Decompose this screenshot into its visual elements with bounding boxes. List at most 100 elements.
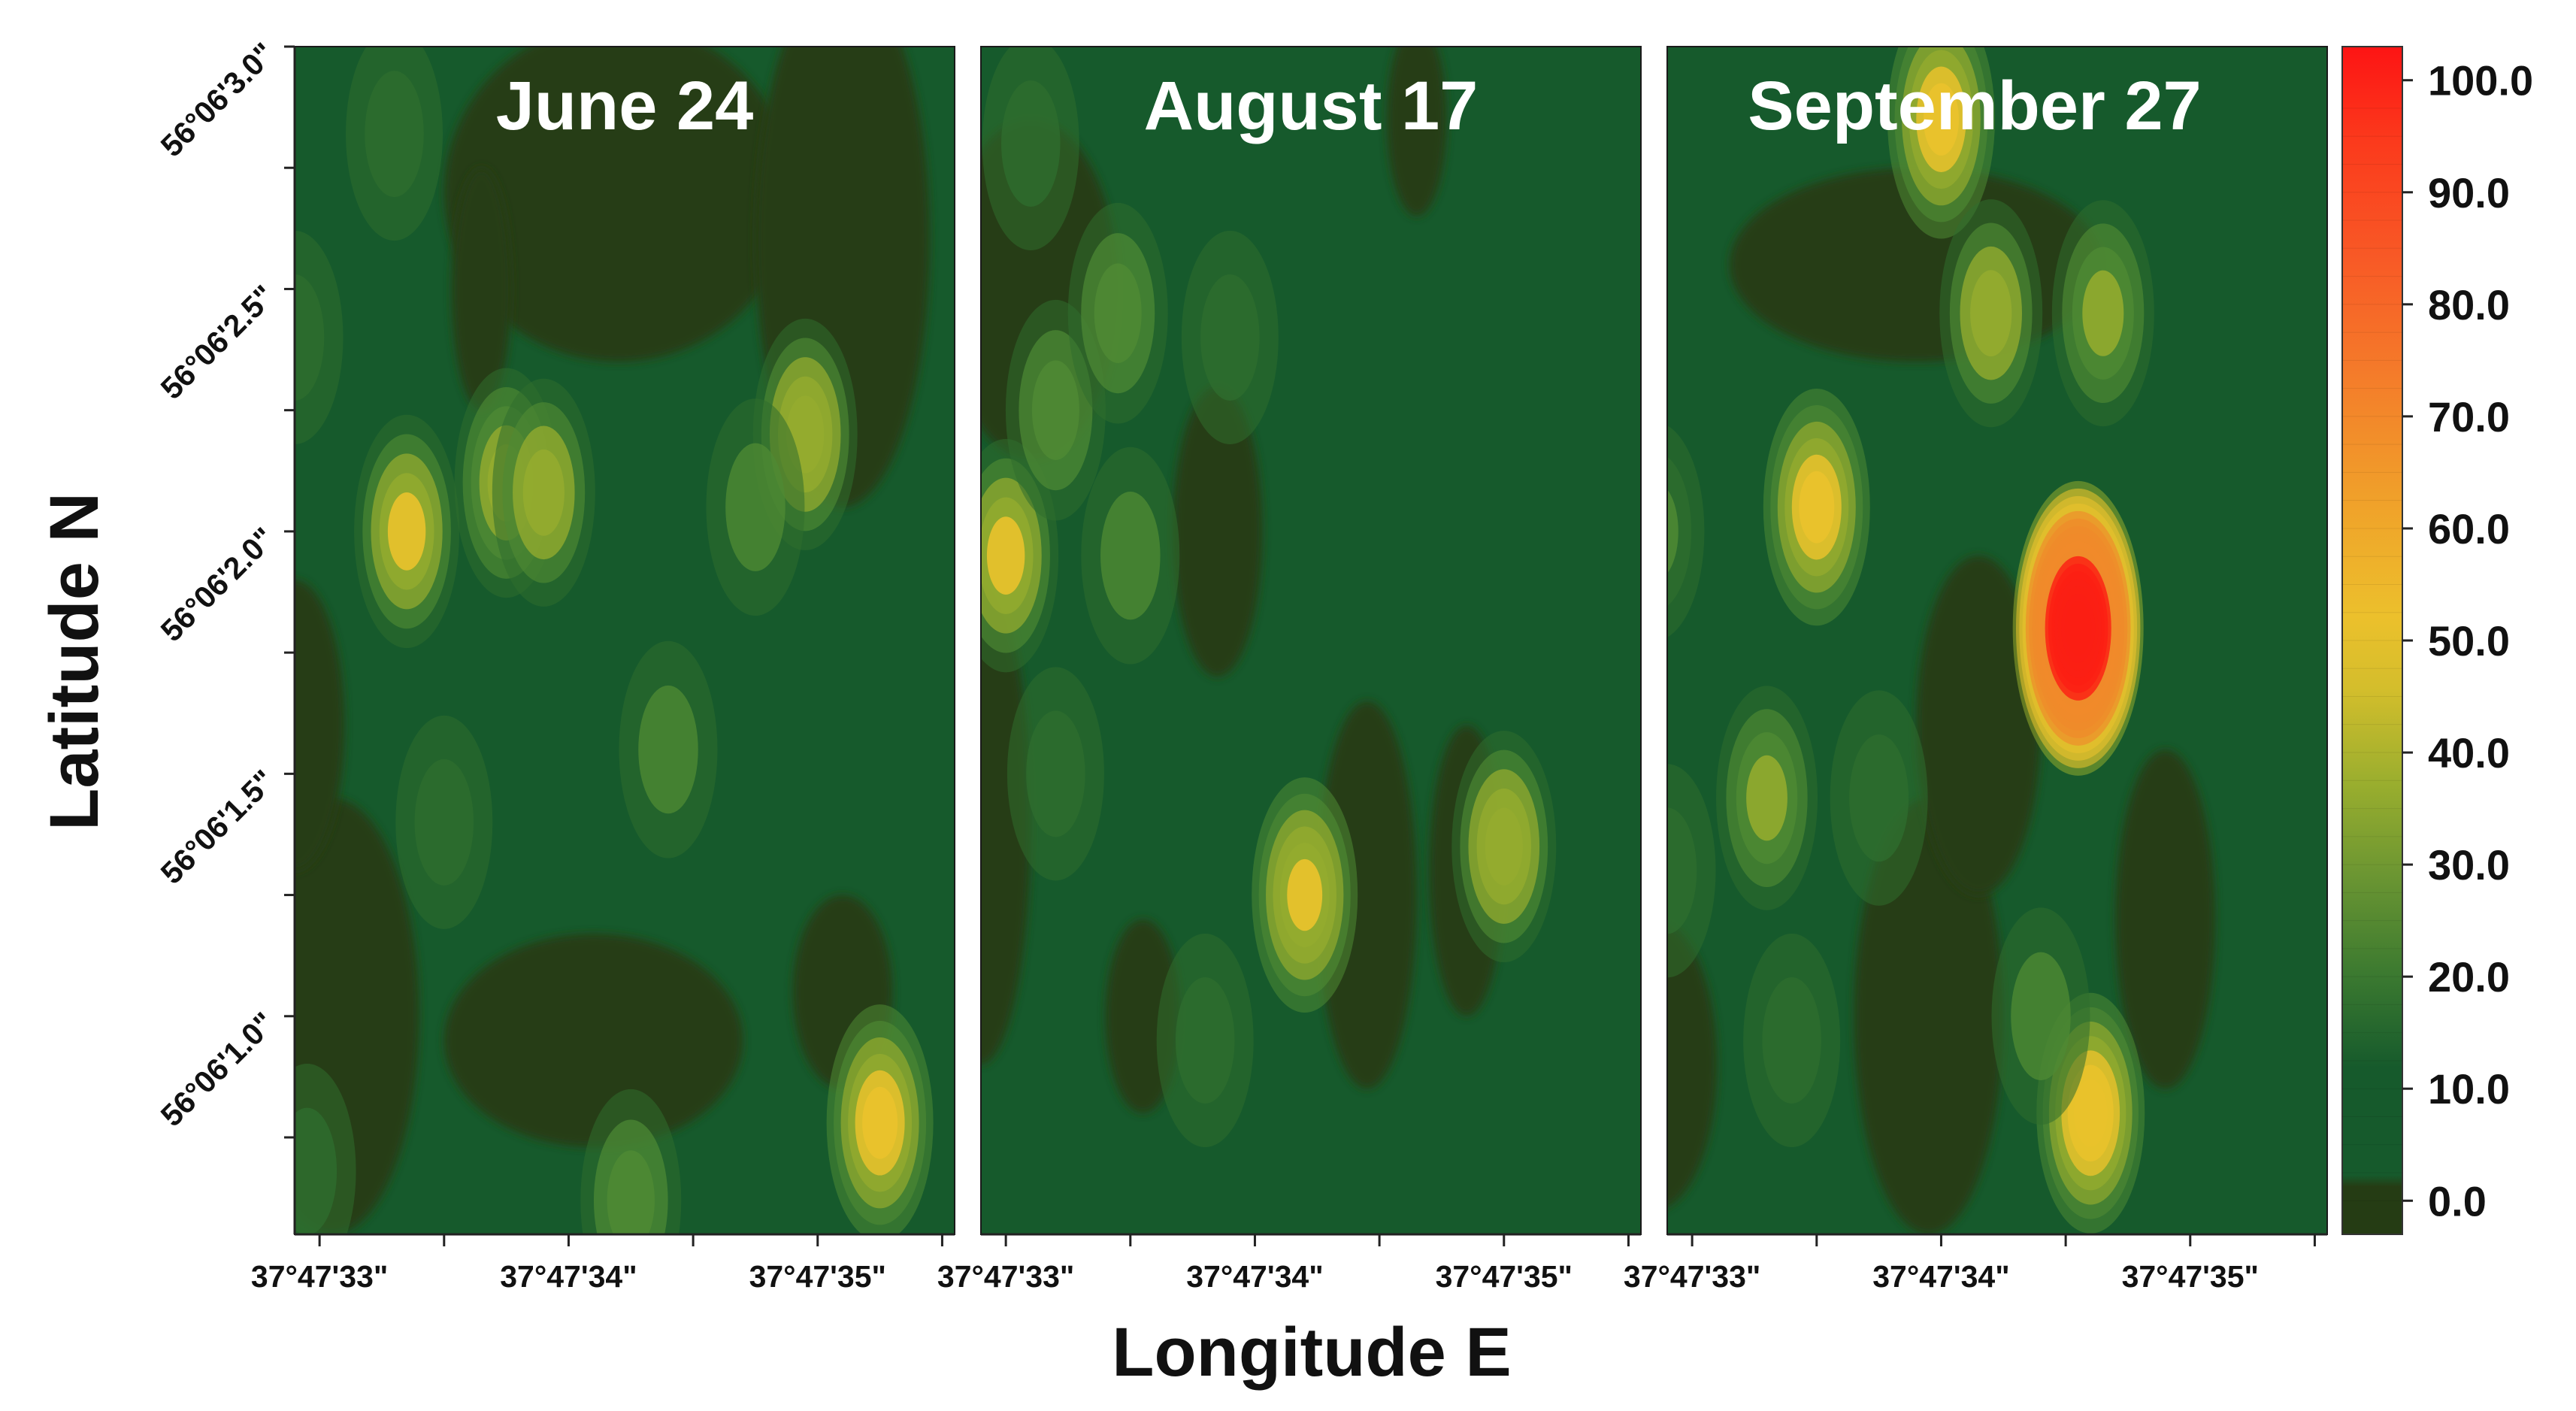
low-value-zone bbox=[2115, 749, 2215, 1089]
hotspot bbox=[354, 414, 460, 649]
panel-3-field bbox=[1667, 47, 2327, 1234]
colorbar-tick-label: 40.0 bbox=[2428, 729, 2510, 777]
x-axis-3: 37°47'33" 37°47'34" 37°47'35" bbox=[1624, 1233, 2327, 1294]
low-value-zone bbox=[1916, 556, 2041, 895]
hotspot bbox=[2012, 480, 2144, 776]
hotspot bbox=[1667, 425, 1705, 637]
x-axis-1: 37°47'33" 37°47'34" 37°47'35" bbox=[251, 1233, 955, 1294]
x-tick-label: 37°47'34" bbox=[1872, 1259, 2009, 1294]
hotspot bbox=[982, 47, 1079, 250]
hotspot bbox=[1252, 777, 1358, 1013]
colorbar-tick-label: 80.0 bbox=[2428, 281, 2510, 329]
x-axis-2: 37°47'33" 37°47'34" 37°47'35" bbox=[937, 1233, 1641, 1294]
hotspot-contour bbox=[1100, 491, 1161, 620]
hotspot-contour bbox=[1094, 263, 1142, 363]
colorbar-tick-label: 10.0 bbox=[2428, 1065, 2510, 1113]
hotspot bbox=[1887, 47, 1995, 239]
hotspot-contour bbox=[1001, 80, 1061, 207]
hotspot-contour bbox=[1200, 274, 1260, 401]
x-tick-label: 37°47'35" bbox=[749, 1259, 886, 1294]
hotspot-contour bbox=[1667, 489, 1678, 574]
hotspot-contour bbox=[1849, 734, 1909, 862]
hotspot bbox=[295, 1064, 356, 1234]
hotspot-contour bbox=[1746, 755, 1787, 841]
hotspot bbox=[1181, 230, 1279, 444]
y-tick-label: 56°06'1.0" bbox=[154, 1006, 282, 1134]
hotspot bbox=[2051, 200, 2154, 427]
y-tick-label: 56°06'2.5" bbox=[154, 278, 282, 406]
low-value-zone bbox=[1317, 701, 1417, 1089]
hotspot-contour bbox=[295, 274, 325, 401]
panel-2-field bbox=[981, 47, 1641, 1234]
y-tick-label: 56°06'2.0" bbox=[154, 521, 282, 649]
hotspot-contour bbox=[1031, 360, 1079, 460]
hotspot bbox=[1081, 447, 1180, 665]
hotspot bbox=[295, 230, 344, 444]
low-value-zone bbox=[1387, 47, 1447, 216]
hotspot bbox=[346, 47, 443, 241]
hotspot bbox=[1991, 907, 2090, 1125]
x-tick-label: 37°47'35" bbox=[2122, 1259, 2259, 1294]
hotspot-contour bbox=[2082, 270, 2124, 356]
hotspot bbox=[1763, 389, 1870, 626]
hotspot-contour bbox=[607, 1150, 655, 1234]
hotspot-contour bbox=[2073, 1079, 2108, 1147]
colorbar-tick-label: 20.0 bbox=[2428, 953, 2510, 1001]
hotspot-contour bbox=[522, 449, 565, 536]
low-value-zone bbox=[1173, 386, 1263, 677]
colorbar-tick-label: 90.0 bbox=[2428, 169, 2510, 216]
hotspot bbox=[1451, 731, 1557, 963]
panel-3: September 27 bbox=[1666, 46, 2328, 1235]
low-value-zone bbox=[1854, 798, 2004, 1234]
hotspot-contour bbox=[1485, 807, 1523, 886]
hotspot bbox=[395, 715, 493, 929]
hotspot-contour bbox=[1667, 807, 1697, 934]
hotspot bbox=[1743, 934, 1841, 1148]
hotspot-contour bbox=[1287, 858, 1323, 931]
low-value-zone bbox=[451, 168, 512, 410]
colorbar-tick-label: 60.0 bbox=[2428, 505, 2510, 553]
x-tick-label: 37°47'34" bbox=[1186, 1259, 1323, 1294]
panel-title: August 17 bbox=[1144, 68, 1479, 144]
colorbar-scale bbox=[2341, 46, 2403, 1235]
colorbar-ticks: 0.0 10.0 20.0 30.0 40.0 50.0 60.0 70.0 80.0 90.0 1… bbox=[2402, 57, 2533, 1225]
hotspot-contour bbox=[1175, 977, 1235, 1104]
low-value-zone bbox=[1667, 922, 1718, 1207]
hotspot bbox=[580, 1089, 682, 1234]
hotspot bbox=[1006, 667, 1104, 881]
x-tick-label: 37°47'34" bbox=[500, 1259, 637, 1294]
hotspot-contour bbox=[862, 1086, 898, 1159]
hotspot-contour bbox=[365, 71, 424, 198]
heatmap-panels: June 24 August 17 September 27 bbox=[294, 46, 2328, 1235]
low-value-zone bbox=[981, 580, 1031, 1065]
panel-2: August 17 bbox=[980, 46, 1642, 1235]
y-tick-label: 56°06'1.5" bbox=[154, 763, 282, 891]
hotspot bbox=[1939, 199, 2043, 428]
hotspot bbox=[1667, 764, 1716, 978]
hotspot-contour bbox=[295, 1107, 338, 1234]
hotspot-contour bbox=[2064, 601, 2092, 656]
y-tick-label: 56°06'3.0" bbox=[154, 36, 282, 164]
hotspot-contour bbox=[638, 685, 698, 814]
colorbar-tick-label: 50.0 bbox=[2428, 617, 2510, 665]
low-value-zone bbox=[295, 580, 345, 871]
hotspot bbox=[826, 1004, 934, 1234]
colorbar-tick-label: 30.0 bbox=[2428, 841, 2510, 889]
hotspot-contour bbox=[725, 443, 786, 571]
hotspot bbox=[1830, 690, 1928, 906]
x-axes: 37°47'33" 37°47'34" 37°47'35" 37°47'33" 37°4… bbox=[251, 1233, 2327, 1294]
colorbar: 0.0 10.0 20.0 30.0 40.0 50.0 60.0 70.0 80.0 90.0 1… bbox=[2341, 46, 2533, 1235]
panel-1-field bbox=[295, 47, 955, 1234]
colorbar-tick-label: 100.0 bbox=[2428, 57, 2533, 104]
hotspot bbox=[1067, 202, 1168, 424]
low-value-zone bbox=[443, 934, 743, 1147]
x-tick-label: 37°47'33" bbox=[937, 1259, 1074, 1294]
panel-title: September 27 bbox=[1748, 68, 2201, 144]
hotspot bbox=[619, 640, 718, 858]
low-value-zone bbox=[443, 47, 793, 362]
x-tick-label: 37°47'33" bbox=[251, 1259, 388, 1294]
y-axis-title: Latitude N bbox=[36, 492, 113, 831]
colorbar-tick-label: 70.0 bbox=[2428, 393, 2510, 441]
x-axis-title: Longitude E bbox=[1112, 1314, 1511, 1391]
x-tick-label: 37°47'35" bbox=[1436, 1259, 1573, 1294]
